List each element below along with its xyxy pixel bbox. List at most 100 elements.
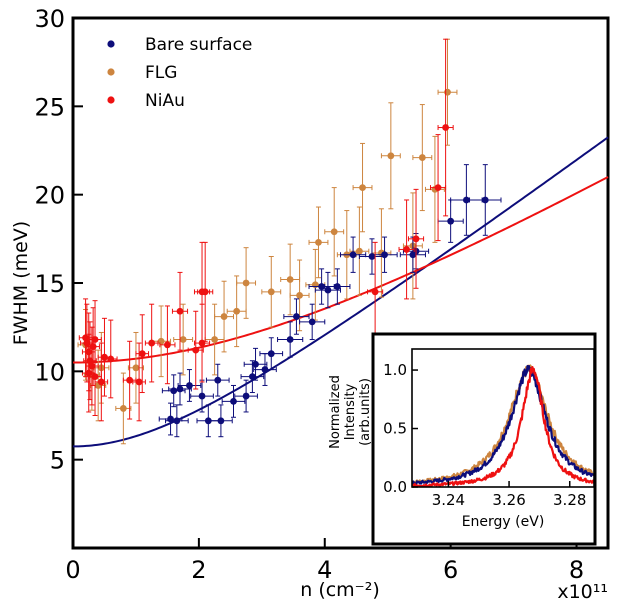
marker	[220, 313, 228, 320]
legend-marker-flg	[107, 68, 115, 76]
data-point-flg	[236, 247, 257, 319]
data-point-bare-surface	[437, 199, 464, 243]
marker	[311, 281, 319, 289]
marker	[164, 341, 171, 349]
data-point-bare-surface	[314, 271, 341, 309]
y-axis-label: FWHM (meV)	[10, 221, 32, 345]
data-point-niau	[103, 319, 118, 399]
inset-y-label-line-2: Intensity	[343, 383, 358, 440]
marker	[308, 318, 316, 326]
data-point-niau	[437, 38, 454, 217]
marker	[481, 196, 489, 204]
marker	[119, 405, 127, 412]
inset-y-tick-label: 0.0	[383, 478, 407, 496]
marker	[252, 360, 259, 368]
inset-y-tick-label: 0.5	[383, 420, 407, 438]
marker	[217, 417, 225, 425]
marker	[324, 286, 332, 294]
marker	[293, 313, 300, 320]
data-point-bare-surface	[243, 347, 268, 381]
marker	[248, 373, 256, 381]
data-point-bare-surface	[277, 321, 304, 358]
legend-label-niau: NiAu	[145, 91, 185, 111]
inset-axes	[411, 348, 595, 488]
x-multiplier-label: x10¹¹	[557, 581, 608, 603]
data-point-flg	[308, 206, 329, 279]
x-tick-label: 0	[65, 556, 80, 584]
data-point-bare-surface	[324, 268, 351, 305]
y-tick-label: 20	[34, 182, 65, 210]
data-point-flg	[226, 275, 247, 348]
data-point-niau	[144, 303, 159, 383]
y-tick-label: 25	[34, 93, 65, 121]
data-point-niau	[197, 241, 214, 342]
x-tick-label: 6	[443, 556, 458, 584]
data-point-niau	[398, 199, 415, 300]
marker	[359, 184, 366, 192]
marker	[267, 350, 275, 358]
marker	[318, 283, 326, 290]
marker	[286, 336, 294, 343]
data-point-bare-surface	[209, 404, 233, 438]
marker	[418, 154, 426, 161]
data-point-bare-surface	[308, 268, 335, 305]
marker	[230, 397, 237, 405]
data-point-flg	[173, 303, 194, 376]
data-point-bare-surface	[259, 337, 284, 371]
data-point-flg	[261, 256, 282, 328]
legend: Bare surface FLG NiAu	[107, 35, 252, 111]
marker	[148, 339, 156, 347]
marker	[242, 392, 250, 400]
marker	[179, 336, 187, 343]
marker	[198, 392, 206, 400]
marker	[330, 228, 338, 236]
inset-background	[373, 334, 595, 544]
marker	[107, 355, 115, 363]
legend-label-flg: FLG	[145, 63, 177, 83]
marker	[267, 288, 275, 296]
data-point-flg	[214, 280, 234, 353]
marker	[381, 251, 388, 259]
inset-spectrum-niau	[411, 365, 596, 488]
data-point-flg	[324, 187, 345, 277]
data-point-bare-surface	[299, 303, 326, 341]
data-point-bare-surface	[205, 363, 230, 397]
fit-curves	[72, 136, 609, 448]
data-points	[77, 38, 502, 445]
marker	[135, 378, 143, 386]
inset-ticks: 3.24 3.26 3.28 0.0 0.5 1.0	[383, 361, 586, 509]
data-point-niau	[132, 342, 146, 422]
data-point-flg	[349, 206, 370, 296]
marker	[192, 346, 200, 354]
axis-ticks: 0 2 4 6 8 5 10 15 20 25 30	[34, 5, 584, 584]
data-point-bare-surface	[168, 372, 192, 406]
inset-y-label-line-3: (arb.units)	[358, 378, 373, 446]
legend-marker-bare	[107, 40, 115, 48]
marker	[387, 152, 395, 160]
data-point-flg	[412, 104, 433, 212]
data-point-bare-surface	[165, 404, 189, 438]
marker	[403, 246, 410, 253]
data-point-bare-surface	[240, 360, 265, 394]
marker	[412, 235, 420, 243]
marker	[201, 288, 209, 296]
marker	[286, 276, 294, 283]
marker	[167, 415, 174, 423]
marker	[447, 217, 455, 225]
data-point-niau	[407, 188, 425, 289]
data-point-flg	[352, 142, 373, 233]
data-point-flg	[424, 135, 445, 243]
y-tick-label: 30	[34, 5, 65, 33]
x-tick-label: 2	[191, 556, 206, 584]
data-point-niau	[430, 134, 447, 242]
data-point-bare-surface	[399, 236, 426, 273]
fit-curve	[72, 176, 609, 364]
marker	[355, 247, 363, 255]
inset-chart: 3.24 3.26 3.28 0.0 0.5 1.0 Normalized Intensi…	[328, 332, 597, 546]
y-tick-label: 15	[34, 270, 65, 298]
data-point-flg	[127, 331, 144, 404]
data-point-flg	[289, 259, 310, 332]
data-point-bare-surface	[371, 236, 398, 273]
inset-frame	[371, 332, 597, 546]
